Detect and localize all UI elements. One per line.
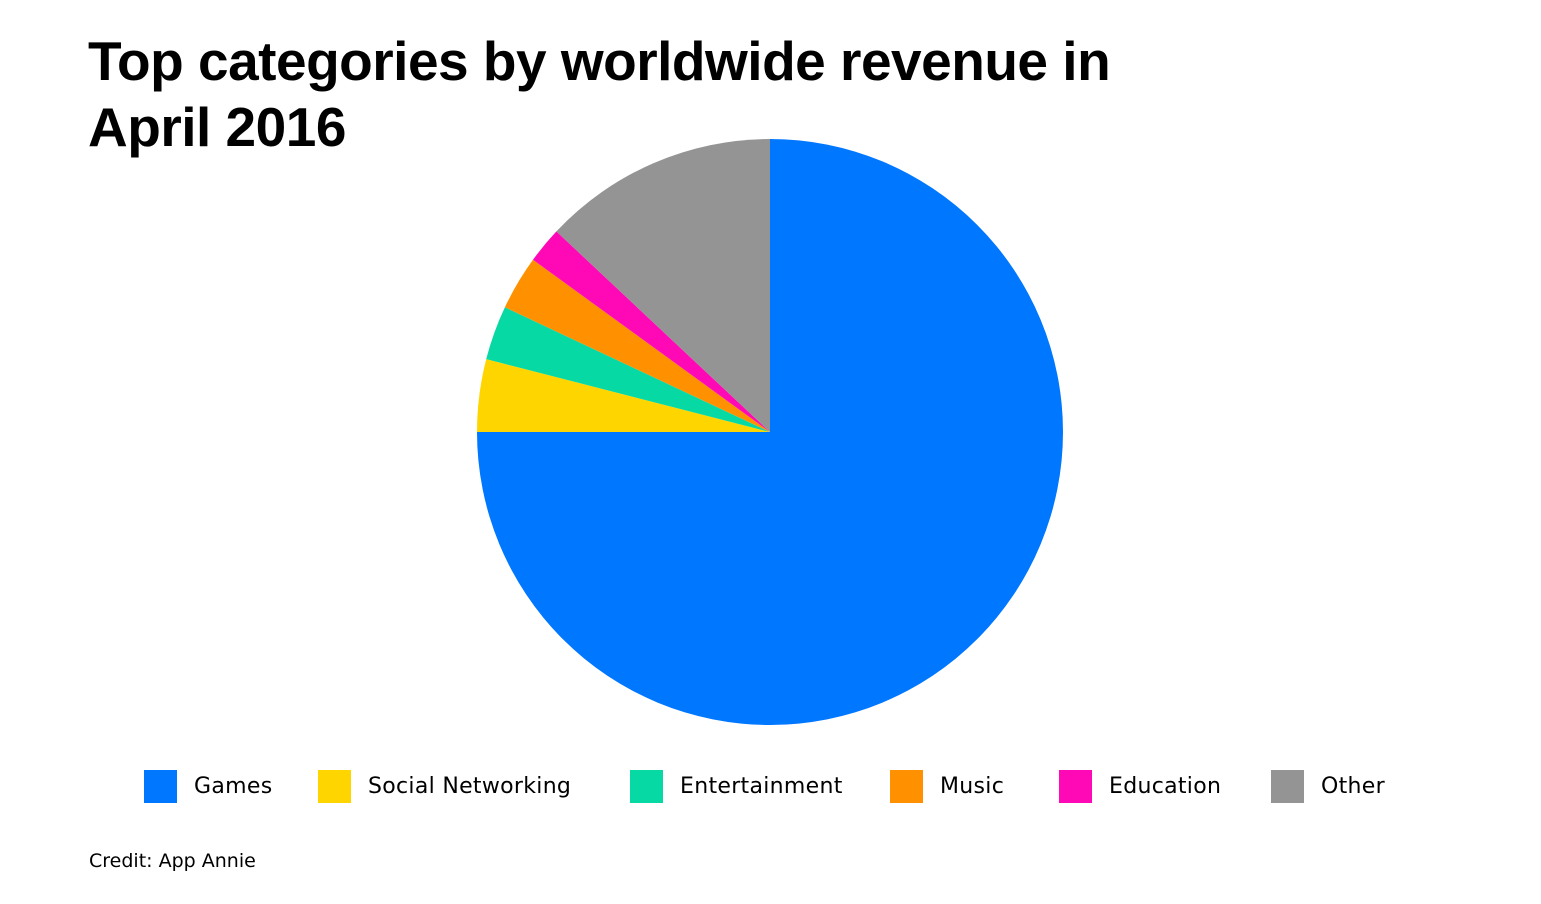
legend-item-social-networking: Social Networking — [318, 768, 571, 804]
chart-title: Top categories by worldwide revenue in A… — [88, 30, 1111, 158]
legend-label-education: Education — [1109, 773, 1222, 799]
pie-slice-education — [532, 231, 770, 432]
legend-item-music: Music — [890, 768, 1004, 804]
legend-label-other: Other — [1321, 773, 1385, 799]
pie-slice-music — [504, 259, 770, 432]
chart-legend: Games Social Networking Entertainment Mu… — [0, 768, 1541, 804]
legend-item-education: Education — [1059, 768, 1221, 804]
legend-label-games: Games — [194, 773, 273, 799]
legend-swatch-other — [1271, 769, 1304, 803]
legend-label-entertainment: Entertainment — [680, 773, 843, 799]
pie-slice-social-networking — [477, 359, 770, 432]
legend-item-entertainment: Entertainment — [630, 768, 843, 804]
legend-swatch-entertainment — [630, 769, 663, 803]
legend-swatch-education — [1059, 769, 1092, 803]
legend-item-games: Games — [144, 768, 272, 804]
legend-label-music: Music — [940, 773, 1005, 799]
pie-slice-entertainment — [486, 307, 770, 432]
legend-swatch-social-networking — [318, 769, 351, 803]
legend-swatch-games — [144, 769, 177, 803]
legend-label-social-networking: Social Networking — [368, 773, 572, 799]
pie-slice-other — [556, 139, 770, 432]
legend-swatch-music — [890, 769, 923, 803]
legend-item-other: Other — [1271, 768, 1385, 804]
credit-note: Credit: App Annie — [89, 850, 256, 872]
